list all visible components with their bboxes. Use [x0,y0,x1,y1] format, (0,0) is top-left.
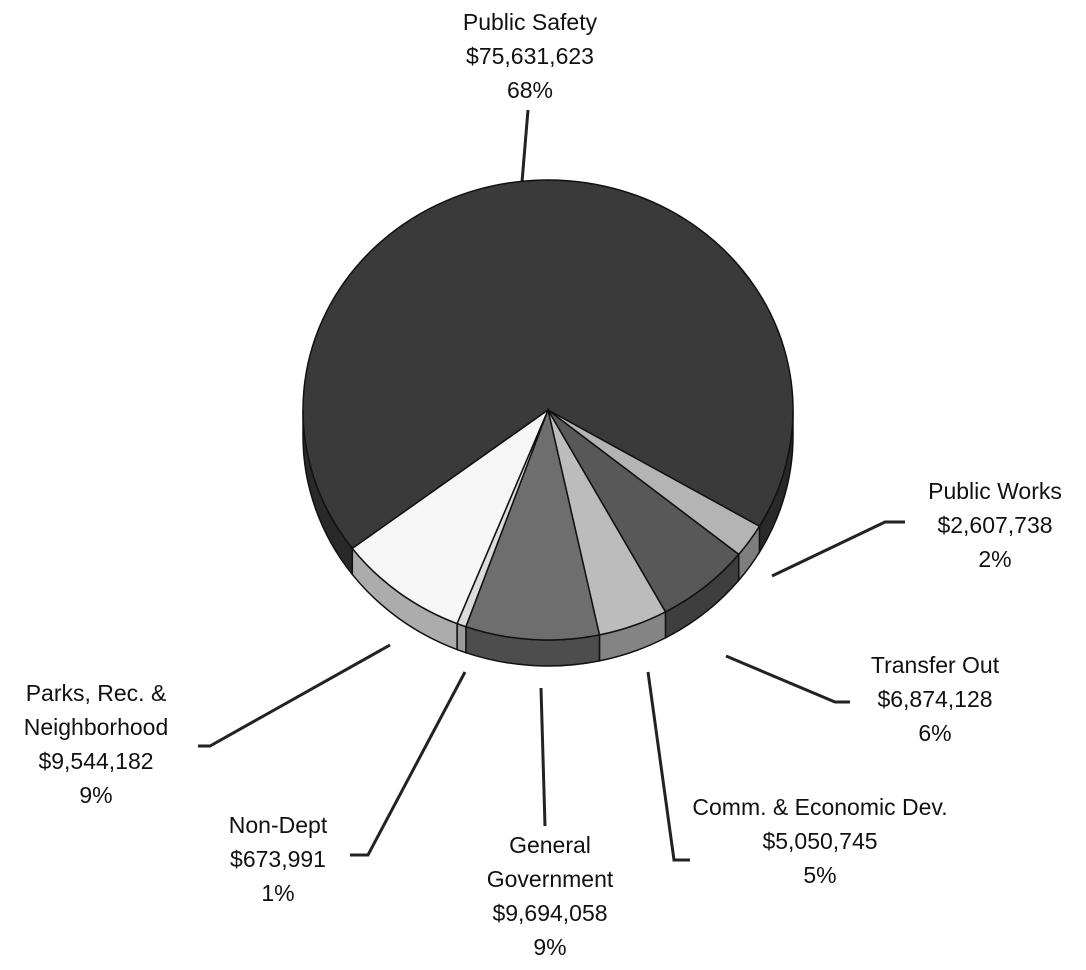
slice-category: Public Works [928,478,1062,504]
slice-value: $2,607,738 [937,512,1053,538]
slice-percent: 9% [533,934,567,960]
slice-label: Comm. & Economic Dev. $5,050,745 5% [680,790,960,892]
slice-label: General Government $9,694,058 9% [450,828,650,964]
slice-value: $673,991 [230,846,326,872]
slice-label: Public Works $2,607,738 2% [900,474,1086,576]
slice-percent: 9% [79,782,113,808]
slice-label: Public Safety $75,631,623 68% [420,5,640,107]
leader-line [725,654,850,704]
slice-value: $6,874,128 [877,686,993,712]
slice-tops [302,179,794,641]
slice-label: Non-Dept $673,991 1% [190,808,366,910]
leader-line [350,671,467,857]
slice [351,407,550,625]
slice-percent: 6% [918,720,952,746]
slice-category: Transfer Out [870,652,1000,678]
slice-category: Non-Dept [228,812,328,838]
leader-line [198,643,391,748]
slice-value: $75,631,623 [466,43,594,69]
leaders [198,109,905,862]
slice-percent: 2% [978,546,1012,572]
slice-label: Transfer Out $6,874,128 6% [820,648,1050,750]
slice-category: Parks, Rec. & Neighborhood [23,680,169,740]
slice [302,179,794,550]
leader-line [771,520,905,578]
slice-percent: 68% [506,77,554,103]
leader-line [646,671,690,862]
slice-percent: 1% [261,880,295,906]
slice-side [456,622,467,654]
slice-label: Parks, Rec. & Neighborhood $9,544,182 9% [2,676,190,812]
slice-sides [302,409,794,667]
leader-line [520,109,530,183]
slice-percent: 5% [803,862,837,888]
slice-value: $5,050,745 [762,828,878,854]
slice-category: Public Safety [462,9,598,35]
slice-category: Comm. & Economic Dev. [692,794,948,820]
slice [464,407,601,641]
slice-value: $9,544,182 [38,748,154,774]
leader-line [539,687,547,827]
slice-value: $9,694,058 [492,900,608,926]
slice-category: General Government [486,832,614,892]
